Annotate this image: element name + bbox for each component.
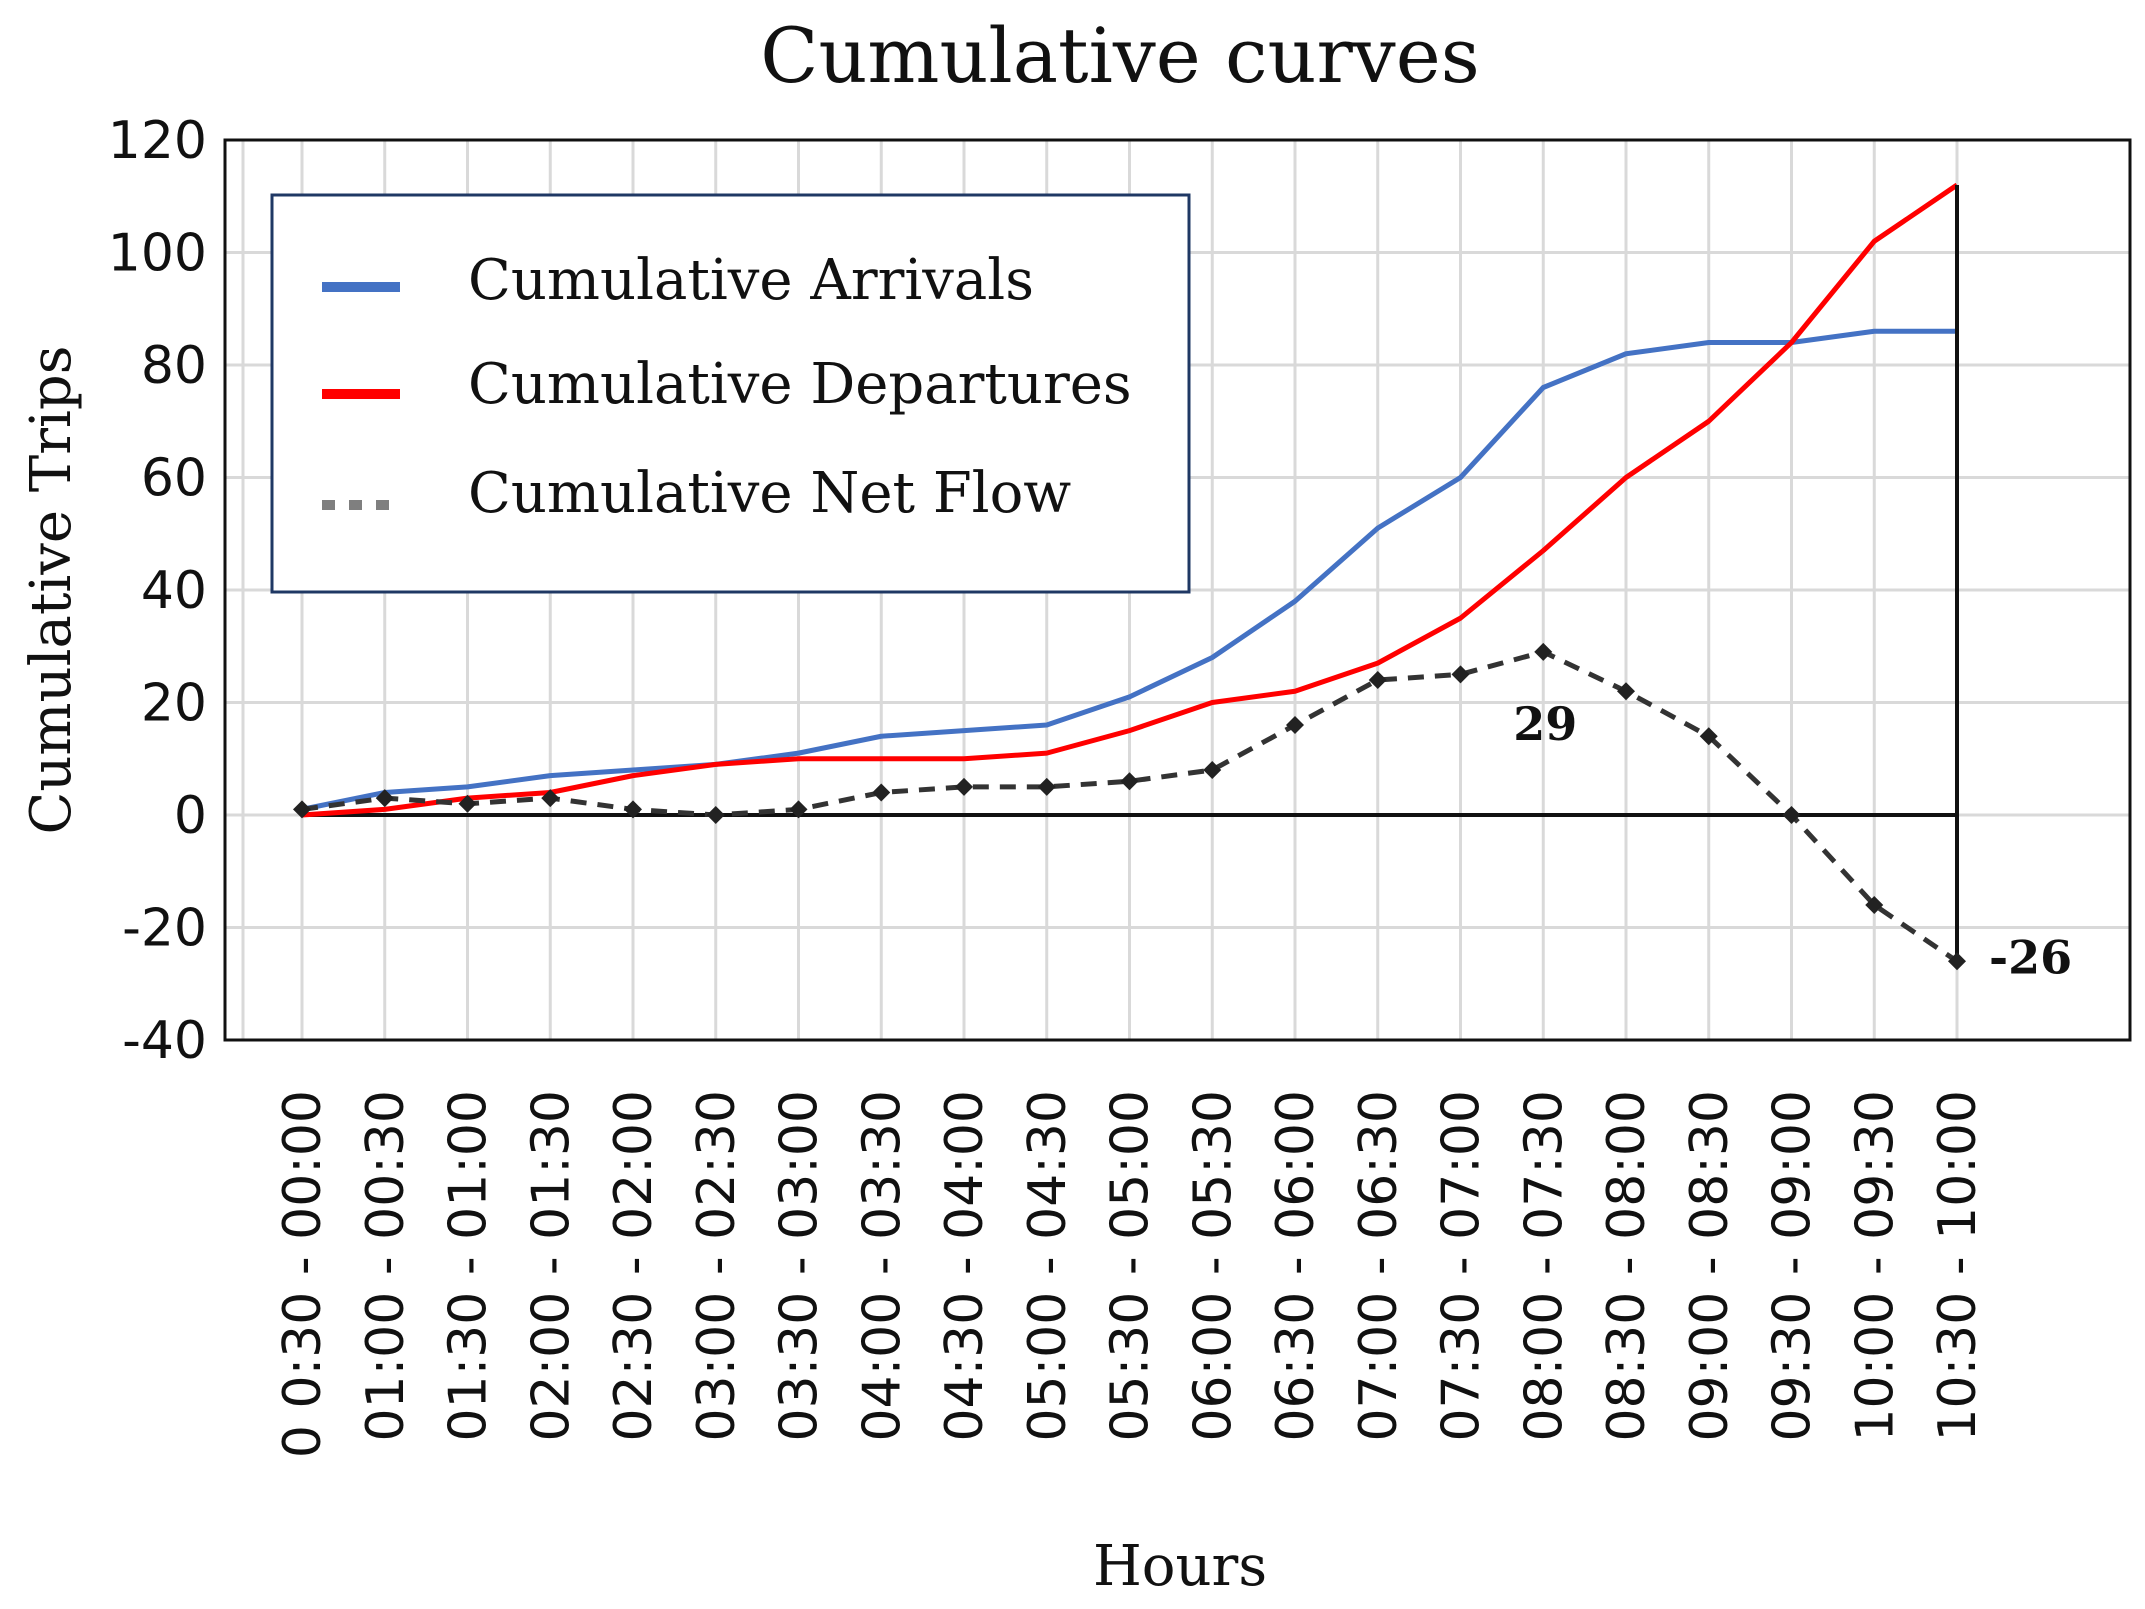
x-tick-label: 05:00 - 04:30: [1018, 1090, 1078, 1442]
net-flow-point: [1534, 642, 1553, 661]
net-flow-point: [1120, 772, 1139, 791]
y-axis-title: Cumulative Trips: [19, 346, 84, 835]
x-tick-label: 07:00 - 06:30: [1349, 1090, 1409, 1442]
net-flow-point: [955, 777, 973, 796]
y-tick-label: 20: [141, 674, 207, 734]
net-flow-point: [293, 800, 311, 819]
annotations: 29 -26: [1513, 697, 2072, 984]
y-tick-label: -20: [122, 899, 207, 959]
x-tick-label: 05:30 - 05:00: [1101, 1090, 1161, 1442]
x-tick-label: 04:30 - 04:00: [935, 1090, 995, 1442]
net-flow-point: [706, 806, 725, 824]
annotation-peak: 29: [1513, 697, 1577, 751]
x-tick-label: 02:00 - 01:30: [521, 1090, 581, 1442]
legend-box: [270, 193, 1191, 594]
net-flow-point: [458, 794, 477, 813]
y-tick-label: 100: [108, 224, 207, 284]
net-flow-point: [1865, 896, 1884, 914]
y-tick-label: 80: [141, 336, 207, 396]
net-flow-point: [1699, 727, 1718, 746]
net-flow-point: [1782, 806, 1801, 824]
net-flow-point: [1368, 671, 1387, 689]
series-line-net-flow: [301, 649, 1959, 964]
legend: Cumulative Arrivals Cumulative Departure…: [270, 193, 1191, 594]
annotation-final: -26: [1989, 930, 2072, 984]
series-layer: [301, 182, 1959, 964]
x-tick-labels: 0 0:30 - 00:00 01:00 - 00:30 01:30 - 01:00…: [273, 1090, 1988, 1458]
x-tick-label: 08:00 - 07:30: [1514, 1090, 1574, 1442]
y-tick-label: 120: [108, 111, 207, 171]
chart-title: Cumulative curves: [760, 11, 1479, 100]
x-tick-label: 01:30 - 01:00: [439, 1090, 499, 1442]
y-tick-label: -40: [122, 1011, 207, 1071]
y-tick-label: 0: [174, 786, 207, 846]
x-tick-label: 08:30 - 08:00: [1597, 1090, 1657, 1442]
net-flow-point: [1451, 665, 1470, 684]
x-tick-label: 10:30 - 10:00: [1928, 1090, 1988, 1442]
net-flow-point: [872, 783, 891, 802]
net-flow-point: [1286, 716, 1304, 734]
x-tick-label: 04:00 - 03:30: [852, 1090, 912, 1442]
legend-label-net-flow: Cumulative Net Flow: [468, 461, 1071, 526]
x-axis-title: Hours: [1093, 1534, 1267, 1599]
x-tick-label: 09:30 - 09:00: [1763, 1090, 1823, 1442]
legend-label-arrivals: Cumulative Arrivals: [468, 248, 1034, 313]
net-flow-markers: [293, 642, 1966, 971]
y-tick-label: 60: [141, 449, 207, 509]
x-tick-label: 03:00 - 02:30: [687, 1090, 747, 1442]
y-tick-label: 40: [141, 561, 207, 621]
net-flow-point: [789, 800, 808, 819]
net-flow-point: [541, 789, 560, 808]
legend-label-departures: Cumulative Departures: [468, 352, 1132, 417]
net-flow-point: [1617, 682, 1635, 701]
x-tick-label: 07:30 - 07:00: [1432, 1090, 1492, 1442]
net-flow-point: [1037, 777, 1056, 796]
x-tick-label: 06:00 - 05:30: [1183, 1090, 1243, 1442]
x-tick-label: 09:00 - 08:30: [1680, 1090, 1740, 1442]
net-flow-point: [375, 789, 394, 808]
series-line-departures: [301, 182, 1959, 818]
x-tick-label: 02:30 - 02:00: [604, 1090, 664, 1442]
net-flow-point: [1203, 761, 1222, 779]
x-tick-label: 06:30 - 06:00: [1266, 1090, 1326, 1442]
x-tick-label: 10:00 - 09:30: [1845, 1090, 1905, 1442]
y-tick-labels: 120 100 80 60 40 20 0 -20 -40: [108, 111, 207, 1071]
x-tick-label: 01:00 - 00:30: [356, 1090, 416, 1442]
net-flow-point: [624, 800, 642, 819]
plot-frame: [223, 138, 2132, 1042]
series-line-arrivals: [301, 328, 1957, 812]
net-flow-point: [1948, 952, 1966, 971]
x-tick-label: 0 0:30 - 00:00: [273, 1090, 333, 1458]
x-tick-label: 03:30 - 03:00: [770, 1090, 830, 1442]
